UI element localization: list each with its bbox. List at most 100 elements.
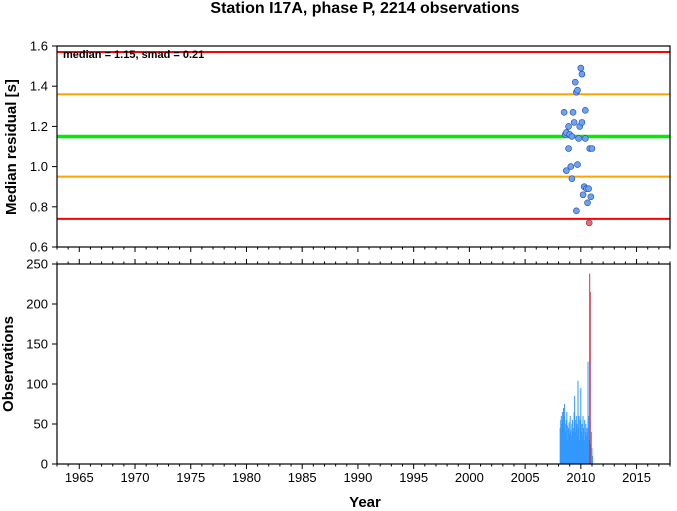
observation-bar xyxy=(578,428,580,464)
year-x-tick-label: 1970 xyxy=(121,470,150,485)
observations-y-ticks: 0 50 100 150 200 250 xyxy=(26,257,57,472)
observation-bar xyxy=(559,428,561,464)
observations-y-tick-label: 100 xyxy=(26,377,48,392)
year-x-tick-label: 1995 xyxy=(399,470,428,485)
observation-bar xyxy=(584,432,586,464)
observation-bar xyxy=(564,424,566,464)
residual-point xyxy=(570,119,578,126)
residual-point xyxy=(587,193,595,201)
residual-y-tick-label: 0.8 xyxy=(30,199,48,214)
residual-point xyxy=(579,191,587,199)
year-x-tick-label: 2005 xyxy=(511,470,540,485)
observation-bar xyxy=(585,424,587,464)
observation-bar xyxy=(573,412,575,464)
observation-bar xyxy=(561,424,563,464)
chart-title: Station I17A, phase P, 2214 observations xyxy=(210,0,519,17)
observation-bar xyxy=(589,273,591,464)
observation-bar xyxy=(587,361,589,464)
observation-bar xyxy=(585,436,587,464)
residual-point xyxy=(581,135,589,142)
observation-bar xyxy=(569,433,571,464)
residual-point xyxy=(588,145,596,152)
observation-bar xyxy=(588,440,590,464)
observation-bar xyxy=(581,424,583,464)
observation-bar xyxy=(560,420,562,464)
residual-y-tick-label: 1.4 xyxy=(30,79,48,94)
observation-bar xyxy=(580,432,582,464)
observation-bar xyxy=(583,440,585,464)
observation-bar xyxy=(566,412,568,464)
observation-bar xyxy=(586,428,588,464)
observation-bar xyxy=(564,404,566,464)
observation-bar xyxy=(568,422,570,464)
observation-bar xyxy=(588,416,590,464)
observation-bar xyxy=(591,456,593,464)
residual-point xyxy=(573,207,580,215)
residual-point xyxy=(578,70,586,78)
observations-y-tick-label: 50 xyxy=(34,417,48,432)
residual-y-ticks: 0.6 0.8 1.0 1.2 1.4 1.6 xyxy=(30,39,57,255)
observation-bar xyxy=(573,432,575,464)
residual-point xyxy=(574,86,581,94)
observation-bar xyxy=(580,388,582,464)
observations-y-axis-label: Observations xyxy=(0,316,17,412)
observation-bar xyxy=(578,416,580,464)
observation-bar xyxy=(574,420,576,464)
residual-point xyxy=(563,167,570,174)
observation-bar xyxy=(590,444,592,464)
residual-y-tick-label: 1.0 xyxy=(30,159,48,174)
residual-y-tick-label: 1.6 xyxy=(30,39,48,54)
observation-bar xyxy=(570,436,572,464)
residual-annotation: median = 1.15, smad = 0.21 xyxy=(63,49,204,61)
observation-bar xyxy=(590,432,592,464)
observation-bar xyxy=(571,420,573,464)
observation-bar xyxy=(569,416,571,464)
residual-point xyxy=(581,107,589,114)
observations-y-tick-label: 250 xyxy=(26,257,48,272)
observations-panel: 0 50 100 150 200 250 1965 1970 1975 1980 1985 1990… xyxy=(0,247,671,511)
observation-bar xyxy=(563,416,565,464)
residual-y-tick-label: 1.2 xyxy=(30,119,48,134)
observation-bar xyxy=(579,440,581,464)
observation-bar xyxy=(582,416,584,464)
observation-bar xyxy=(563,408,565,464)
residual-point xyxy=(565,123,572,130)
residual-point xyxy=(584,199,591,207)
residual-point xyxy=(569,109,577,116)
observation-bar xyxy=(591,448,593,464)
observation-bar xyxy=(581,436,583,464)
observation-bar xyxy=(583,428,585,464)
residual-point xyxy=(571,78,579,86)
observation-bar xyxy=(586,432,588,464)
observation-bar xyxy=(565,432,567,464)
residual-point xyxy=(578,119,586,126)
observation-bar xyxy=(562,420,564,464)
observation-bar xyxy=(584,420,586,464)
residual-point xyxy=(574,161,581,168)
year-x-tick-label: 2000 xyxy=(455,470,484,485)
observation-bar xyxy=(561,412,563,464)
residual-point xyxy=(577,64,585,72)
residual-point xyxy=(585,219,593,227)
observation-bar xyxy=(589,292,591,464)
year-x-tick-label: 1990 xyxy=(343,470,372,485)
observation-bar xyxy=(560,416,562,464)
observation-bar xyxy=(576,424,578,464)
observation-bar xyxy=(577,380,579,464)
observation-bar xyxy=(572,428,574,464)
observation-bars xyxy=(559,273,593,464)
year-x-tick-label: 2015 xyxy=(622,470,651,485)
year-x-tick-label: 1965 xyxy=(65,470,94,485)
observations-y-tick-label: 0 xyxy=(41,457,48,472)
observation-bar xyxy=(568,428,570,464)
observation-bar xyxy=(567,440,569,464)
residual-plot-frame xyxy=(56,45,671,248)
residual-point xyxy=(560,109,568,116)
residual-point xyxy=(567,163,575,170)
observation-bar xyxy=(566,425,568,464)
observation-bar xyxy=(565,420,567,464)
observation-bar xyxy=(579,420,581,464)
residual-panel: 0.6 0.8 1.0 1.2 1.4 1.6 median = 1.15, smad =… xyxy=(3,39,671,255)
year-x-tick-label: 2010 xyxy=(566,470,595,485)
observation-bar xyxy=(575,432,577,464)
